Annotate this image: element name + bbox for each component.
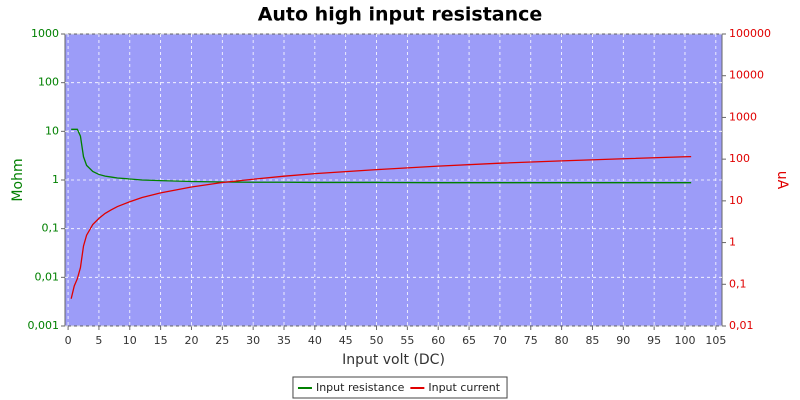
- y-tick-label: 0,1: [42, 222, 60, 235]
- x-tick-label: 35: [277, 334, 291, 347]
- y-axis-title: Mohm: [10, 158, 26, 201]
- x-tick-label: 85: [585, 334, 599, 347]
- x-tick-label: 95: [647, 334, 661, 347]
- legend: Input resistance Input current: [292, 376, 508, 399]
- x-tick-label: 100: [674, 334, 695, 347]
- x-tick-label: 20: [184, 334, 198, 347]
- y-tick-label: 1: [52, 173, 59, 186]
- y2-tick-label: 1000: [729, 110, 757, 123]
- x-tick-label: 40: [308, 334, 322, 347]
- series-line: [71, 128, 692, 184]
- x-tick-label: 75: [524, 334, 538, 347]
- series-line: [70, 155, 692, 299]
- y2-axis-title: uA: [774, 171, 790, 190]
- y-tick-label: 10: [45, 124, 59, 137]
- y-tick-label: 0,01: [35, 270, 60, 283]
- x-tick-label: 90: [616, 334, 630, 347]
- y2-tick-label: 100: [729, 152, 750, 165]
- legend-label: Input current: [428, 381, 500, 394]
- y-tick-label: 1000: [31, 27, 59, 40]
- x-axis-title: Input volt (DC): [342, 352, 445, 368]
- x-tick-label: 45: [339, 334, 353, 347]
- legend-box: [292, 376, 508, 399]
- x-tick-label: 50: [370, 334, 384, 347]
- legend-label: Input resistance: [316, 381, 405, 394]
- x-tick-label: 10: [123, 334, 137, 347]
- x-tick-label: 80: [555, 334, 569, 347]
- y2-tick-label: 10000: [729, 69, 764, 82]
- y-tick-label: 100: [38, 76, 59, 89]
- x-tick-label: 5: [95, 334, 102, 347]
- x-tick-label: 65: [462, 334, 476, 347]
- x-tick-label: 55: [400, 334, 414, 347]
- x-tick-label: 15: [154, 334, 168, 347]
- y-tick-label: 0,001: [28, 319, 60, 332]
- x-tick-label: 25: [215, 334, 229, 347]
- y2-tick-label: 100000: [729, 27, 771, 40]
- y2-tick-label: 10: [729, 194, 743, 207]
- x-tick-label: 0: [65, 334, 72, 347]
- x-tick-label: 70: [493, 334, 507, 347]
- y2-tick-label: 0,1: [729, 277, 747, 290]
- y2-tick-label: 1: [729, 236, 736, 249]
- y2-tick-label: 0,01: [729, 319, 754, 332]
- x-tick-label: 30: [246, 334, 260, 347]
- x-tick-label: 105: [705, 334, 726, 347]
- chart-title: Auto high input resistance: [258, 4, 543, 26]
- x-tick-label: 60: [431, 334, 445, 347]
